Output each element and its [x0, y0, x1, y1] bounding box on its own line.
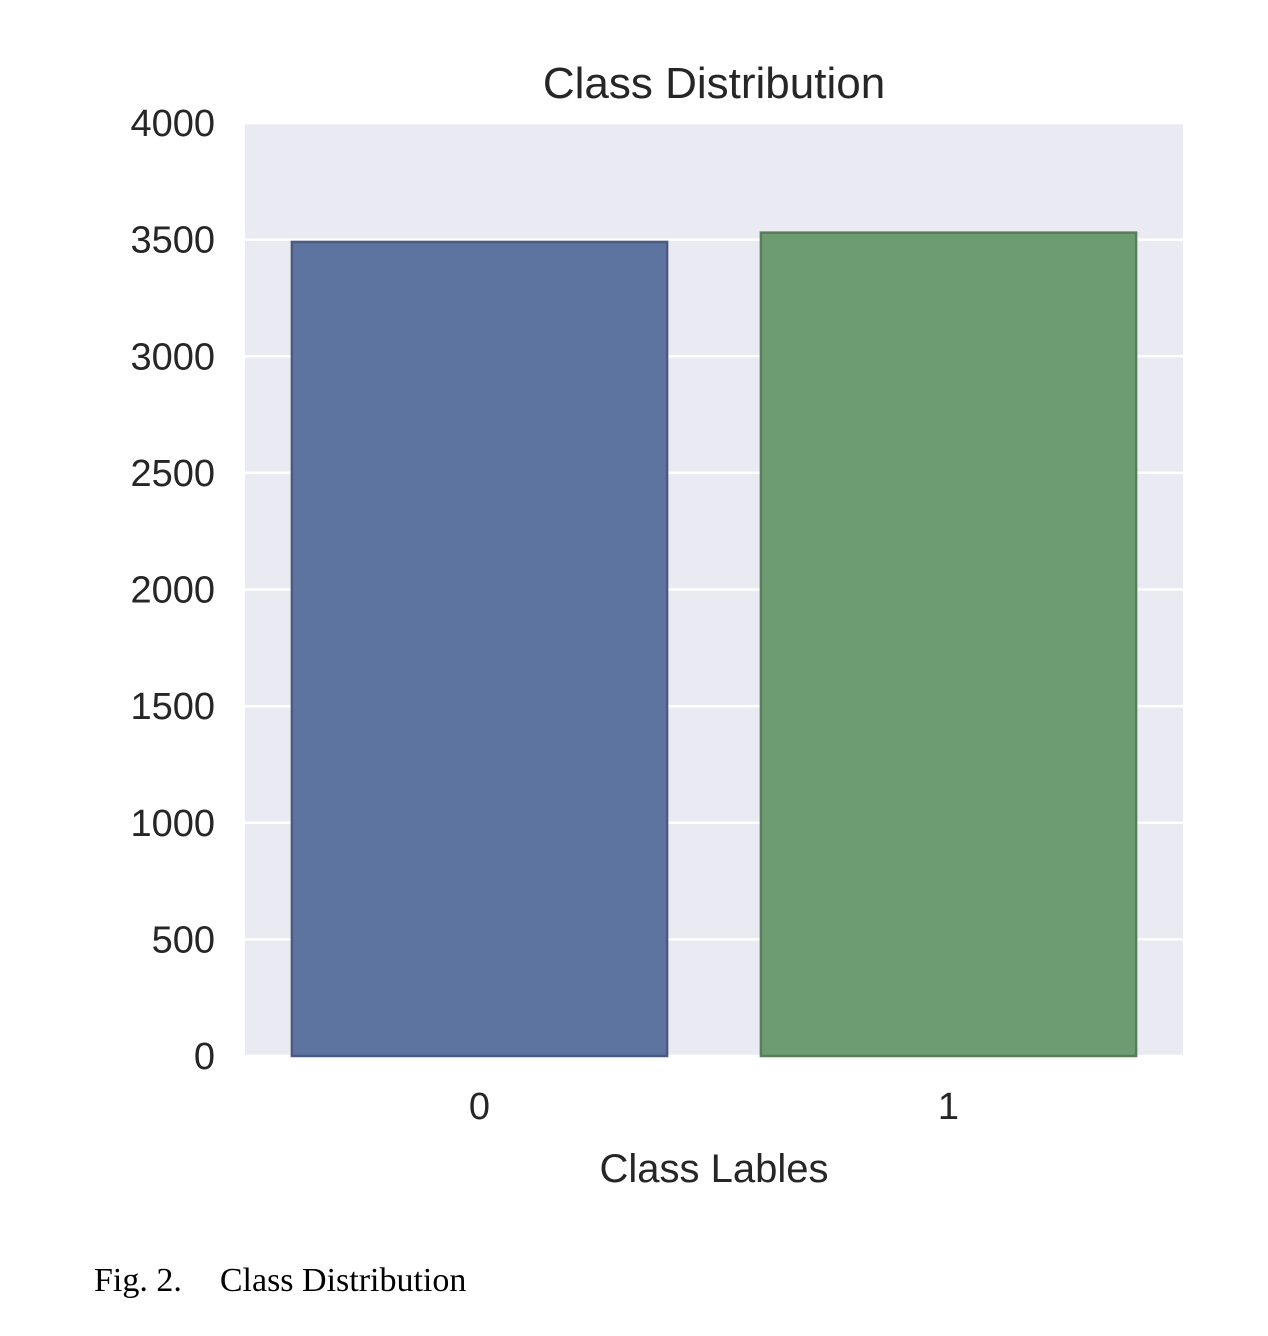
y-tick-label: 0	[194, 1036, 215, 1078]
figure-number: Fig. 2.	[94, 1262, 182, 1299]
x-axis-label: Class Lables	[599, 1147, 828, 1191]
x-tick-label: 1	[938, 1086, 959, 1128]
y-tick-label: 3500	[130, 220, 215, 262]
chart-title: Class Distribution	[543, 59, 885, 108]
bar-class-1	[759, 231, 1138, 1058]
y-tick-label: 3000	[130, 336, 215, 378]
figure-caption: Fig. 2. Class Distribution	[94, 1262, 466, 1300]
y-tick-labels: 0 500 1000 1500 2000 2500 3000 3500 4000	[130, 103, 215, 1078]
figure-caption-text: Class Distribution	[219, 1262, 467, 1299]
y-tick-label: 2500	[130, 453, 215, 495]
bar-class-0	[290, 240, 669, 1058]
y-tick-label: 500	[152, 919, 215, 961]
y-tick-label: 1000	[130, 803, 215, 845]
bars	[290, 231, 1138, 1058]
y-tick-label: 4000	[130, 103, 215, 145]
y-tick-label: 2000	[130, 570, 215, 612]
x-tick-label: 0	[469, 1086, 490, 1128]
y-tick-label: 1500	[130, 686, 215, 728]
